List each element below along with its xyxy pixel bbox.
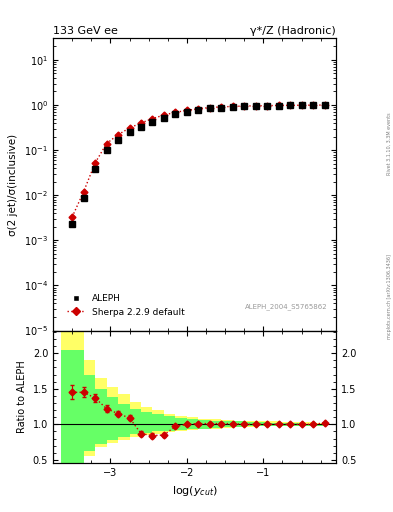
Text: Rivet 3.1.10, 3.3M events: Rivet 3.1.10, 3.3M events <box>387 112 392 175</box>
X-axis label: log($y_{cut}$): log($y_{cut}$) <box>172 484 217 498</box>
Text: mcplots.cern.ch [arXiv:1306.3436]: mcplots.cern.ch [arXiv:1306.3436] <box>387 254 392 339</box>
Text: γ*/Z (Hadronic): γ*/Z (Hadronic) <box>250 26 336 36</box>
Text: ALEPH_2004_S5765862: ALEPH_2004_S5765862 <box>245 303 327 310</box>
Y-axis label: Ratio to ALEPH: Ratio to ALEPH <box>17 360 27 433</box>
Legend: ALEPH, Sherpa 2.2.9 default: ALEPH, Sherpa 2.2.9 default <box>63 290 189 320</box>
Text: 133 GeV ee: 133 GeV ee <box>53 26 118 36</box>
Y-axis label: σ(2 jet)/σ(inclusive): σ(2 jet)/σ(inclusive) <box>8 134 18 236</box>
